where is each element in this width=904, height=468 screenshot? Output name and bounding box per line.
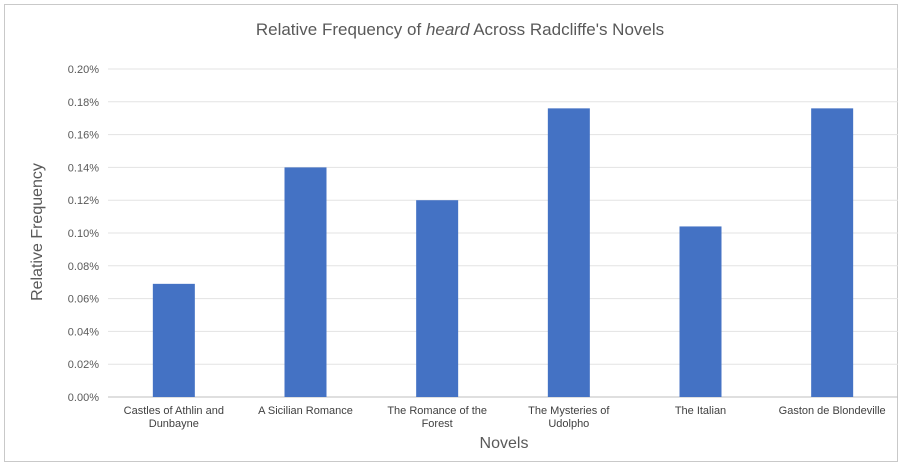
bar [679, 226, 722, 397]
x-axis-title: Novels [480, 435, 529, 452]
y-tick-label: 0.18% [68, 97, 99, 109]
bar [284, 167, 327, 397]
x-category-label: The Romance of the Forest [387, 405, 487, 430]
y-axis-ticks: 0.00% 0.02% 0.04% 0.06% 0.08% 0.10% 0.12% 0.14%… [68, 64, 99, 404]
chart-title-part-2: heard [426, 20, 470, 39]
x-category-label: Castles of Athlin and Dunbayne [124, 405, 224, 430]
y-tick-label: 0.00% [68, 392, 99, 404]
y-tick-label: 0.08% [68, 261, 99, 273]
y-tick-label: 0.04% [68, 326, 99, 338]
x-category-label: Gaston de Blondeville [779, 405, 886, 417]
bar [811, 108, 854, 398]
chart-title-part-3: Across Radcliffe's Novels [469, 20, 664, 39]
y-tick-label: 0.10% [68, 228, 99, 240]
bar [547, 108, 590, 398]
x-category-label: The Italian [675, 405, 726, 417]
y-tick-label: 0.20% [68, 64, 99, 76]
bars [152, 108, 854, 398]
bar [152, 283, 195, 397]
y-tick-label: 0.16% [68, 130, 99, 142]
gridlines [108, 68, 898, 398]
y-axis-title: Relative Frequency [29, 163, 46, 301]
x-axis-categories: Castles of Athlin and Dunbayne A Sicilian … [124, 405, 886, 430]
bar [416, 200, 459, 397]
x-category-label: The Mysteries of Udolpho [528, 405, 610, 430]
x-category-label: A Sicilian Romance [258, 405, 353, 417]
y-tick-label: 0.02% [68, 359, 99, 371]
y-tick-label: 0.14% [68, 162, 99, 174]
chart-title-part-1: Relative Frequency of [256, 20, 426, 39]
chart-title: Relative Frequency of heard Across Radcl… [256, 20, 664, 39]
y-tick-label: 0.12% [68, 195, 99, 207]
y-tick-label: 0.06% [68, 294, 99, 306]
